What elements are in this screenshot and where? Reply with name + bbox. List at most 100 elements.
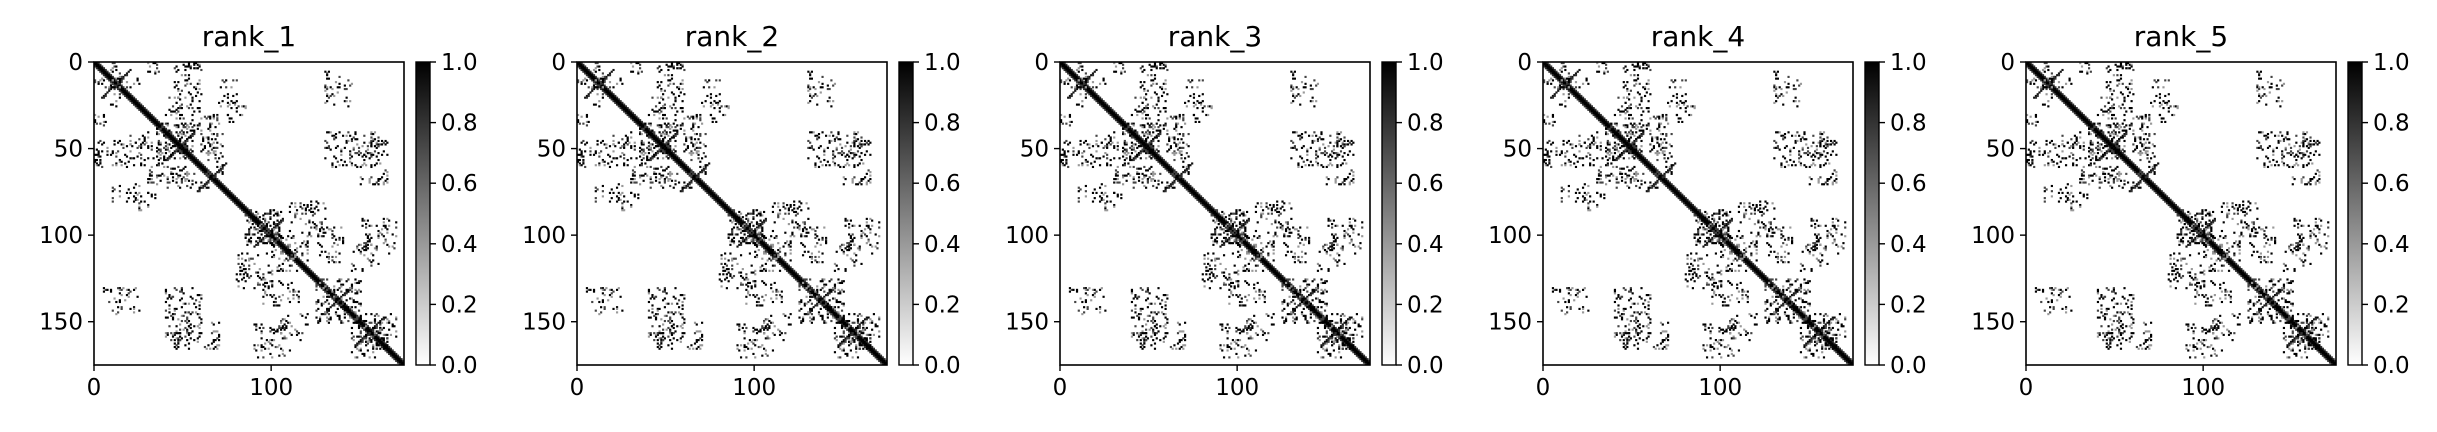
heatmap-cell	[361, 178, 363, 180]
heatmap-cell	[682, 107, 684, 109]
heatmap-cell	[374, 322, 376, 324]
heatmap-cell	[383, 218, 385, 220]
heatmap-cell	[167, 187, 169, 189]
heatmap-cell	[287, 297, 289, 299]
heatmap-cell	[310, 207, 312, 209]
heatmap-cell	[351, 83, 353, 85]
heatmap-cell	[759, 214, 761, 216]
heatmap-cell	[179, 93, 181, 95]
heatmap-cell	[682, 79, 684, 81]
heatmap-cell	[658, 289, 660, 291]
heatmap-cell	[641, 164, 643, 166]
heatmap-cell	[602, 195, 604, 197]
heatmap-cell	[165, 292, 167, 294]
heatmap-cell	[106, 289, 108, 291]
heatmap-cell	[315, 317, 317, 319]
heatmap-cell	[361, 164, 363, 166]
heatmap-cell	[349, 317, 351, 319]
heatmap-cell	[137, 79, 139, 81]
heatmap-cell	[338, 261, 340, 263]
heatmap-cell	[683, 117, 685, 119]
heatmap-cell	[214, 150, 216, 152]
heatmap-cell	[369, 233, 371, 235]
heatmap-cell	[710, 93, 712, 95]
heatmap-cell	[271, 230, 273, 232]
heatmap-cell	[160, 149, 162, 151]
heatmap-cell	[591, 86, 593, 88]
heatmap-cell	[268, 221, 270, 223]
heatmap-cell	[138, 185, 140, 187]
heatmap-cell	[372, 348, 374, 350]
heatmap-cell	[299, 339, 301, 341]
heatmap-cell	[147, 136, 149, 138]
heatmap-cell	[763, 211, 765, 213]
heatmap-cell	[151, 178, 153, 180]
heatmap-cell	[307, 206, 309, 208]
heatmap-cell	[367, 149, 369, 151]
heatmap-cell	[381, 228, 383, 230]
heatmap-cell	[674, 126, 676, 128]
heatmap-cell	[257, 244, 259, 246]
heatmap-cell	[377, 183, 379, 185]
heatmap-cell	[126, 156, 128, 158]
heatmap-cell	[843, 183, 845, 185]
heatmap-cell	[392, 233, 394, 235]
heatmap-cell	[639, 128, 641, 130]
heatmap-cell	[213, 323, 215, 325]
heatmap-cell	[138, 83, 140, 85]
heatmap-cell	[195, 88, 197, 90]
x-tick-label: 0	[87, 375, 102, 401]
heatmap-cell	[167, 143, 169, 145]
heatmap-cell	[674, 297, 676, 299]
heatmap-cell	[259, 216, 261, 218]
heatmap-cell	[181, 133, 183, 135]
heatmap-cell	[658, 178, 660, 180]
heatmap-cell	[639, 64, 641, 66]
heatmap-cell	[340, 291, 342, 293]
heatmap-cell	[115, 164, 117, 166]
heatmap-cell	[582, 156, 584, 158]
heatmap-cell	[682, 124, 684, 126]
colorbar-tick-label: 0.4	[441, 232, 478, 258]
heatmap-cell	[280, 322, 282, 324]
heatmap-cell	[248, 265, 250, 267]
heatmap-cell	[635, 181, 637, 183]
heatmap-cell	[328, 313, 330, 315]
heatmap-cell	[218, 336, 220, 338]
heatmap-cell	[655, 105, 657, 107]
heatmap-cell	[749, 213, 751, 215]
heatmap-cell	[655, 173, 657, 175]
heatmap-cell	[598, 156, 600, 158]
heatmap-cell	[719, 110, 721, 112]
heatmap-cell	[191, 183, 193, 185]
heatmap-cell	[340, 159, 342, 161]
heatmap-cell	[667, 336, 669, 338]
heatmap-cell	[262, 303, 264, 305]
heatmap-cell	[669, 131, 671, 133]
heatmap-cell	[298, 332, 300, 334]
heatmap-cell	[216, 133, 218, 135]
heatmap-cell	[383, 327, 385, 329]
heatmap-cell	[862, 162, 864, 164]
heatmap-cell	[347, 131, 349, 133]
heatmap-cell	[177, 133, 179, 135]
heatmap-cell	[220, 105, 222, 107]
heatmap-cell	[335, 296, 337, 298]
heatmap-cell	[365, 337, 367, 339]
heatmap-cell	[699, 166, 701, 168]
heatmap-cell	[733, 240, 735, 242]
heatmap-cell	[115, 69, 117, 71]
heatmap-cell	[335, 157, 337, 159]
heatmap-cell	[346, 97, 348, 99]
heatmap-cell	[673, 123, 675, 125]
heatmap-cell	[172, 145, 174, 147]
heatmap-cell	[623, 164, 625, 166]
heatmap-cell	[344, 85, 346, 87]
heatmap-cell	[245, 237, 247, 239]
heatmap-cell	[282, 284, 284, 286]
heatmap-cell	[301, 254, 303, 256]
heatmap-cell	[602, 72, 604, 74]
heatmap-cell	[844, 178, 846, 180]
heatmap-cell	[199, 323, 201, 325]
heatmap-cell	[296, 213, 298, 215]
